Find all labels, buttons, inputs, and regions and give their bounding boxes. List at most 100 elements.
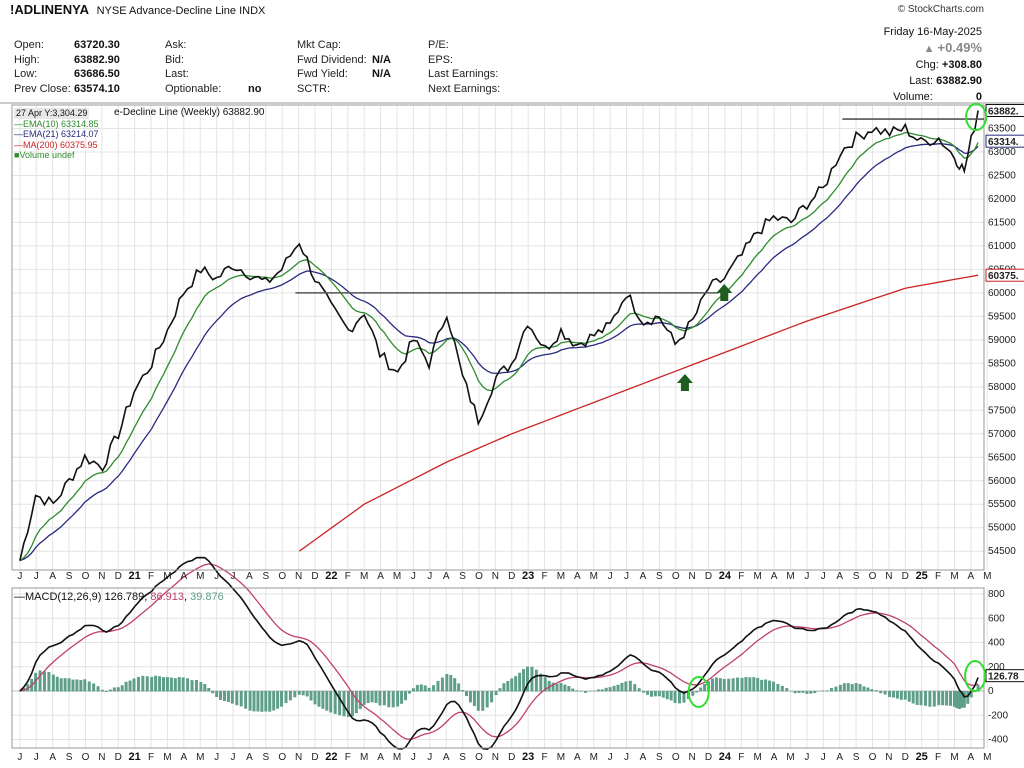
macd-panel-frame bbox=[11, 587, 985, 749]
histogram-bar bbox=[604, 687, 608, 692]
histogram-bar bbox=[59, 678, 63, 692]
histogram-bar bbox=[419, 684, 423, 692]
x-tick-label: O bbox=[869, 752, 877, 763]
macd-y-tick-label: 0 bbox=[988, 686, 994, 697]
up-arrow-icon bbox=[676, 374, 693, 391]
x-tick-label: M bbox=[163, 571, 171, 582]
x-tick-label: N bbox=[689, 752, 696, 763]
histogram-bar bbox=[313, 691, 317, 705]
histogram-bar bbox=[854, 683, 858, 692]
chg-label: Chg: bbox=[915, 59, 939, 71]
x-tick-label: J bbox=[411, 752, 416, 763]
histogram-bar bbox=[494, 691, 498, 696]
symbol-name: NYSE Advance-Decline Line INDX bbox=[96, 5, 266, 17]
x-tick-label: J bbox=[427, 571, 432, 582]
histogram-bar bbox=[305, 691, 309, 697]
x-tick-label: S bbox=[656, 752, 663, 763]
histogram-bar bbox=[465, 691, 469, 697]
histogram-bar bbox=[378, 691, 382, 706]
histogram-bar bbox=[297, 691, 301, 695]
histogram-bar bbox=[555, 683, 559, 692]
histogram-bar bbox=[858, 684, 862, 692]
histogram-bar bbox=[563, 684, 567, 692]
x-tick-label: F bbox=[345, 571, 351, 582]
x-tick-label: J bbox=[804, 752, 809, 763]
histogram-bar bbox=[756, 678, 760, 692]
histogram-bar bbox=[309, 691, 313, 701]
histogram-bar bbox=[673, 691, 677, 704]
histogram-bar bbox=[468, 691, 472, 703]
symbol: !ADLINENYA bbox=[10, 2, 89, 17]
histogram-bar bbox=[329, 691, 333, 713]
histogram-bar bbox=[256, 691, 260, 712]
histogram-bar bbox=[47, 671, 51, 692]
histogram-bar bbox=[637, 688, 641, 692]
y-tick-label: 58000 bbox=[988, 382, 1016, 393]
histogram-bar bbox=[850, 684, 854, 692]
histogram-bar bbox=[173, 678, 177, 692]
x-tick-label: M bbox=[196, 752, 204, 763]
macd-name: MACD(12,26,9) bbox=[25, 591, 102, 603]
histogram-bar bbox=[481, 691, 485, 711]
histogram-bar bbox=[678, 691, 682, 704]
histogram-bar bbox=[112, 687, 116, 692]
histogram-bar bbox=[771, 681, 775, 692]
histogram-bar bbox=[362, 691, 366, 705]
x-tick-label: A bbox=[771, 752, 778, 763]
y-tick-label: 62000 bbox=[988, 194, 1016, 205]
histogram-bar bbox=[169, 677, 173, 692]
histogram-bar bbox=[211, 691, 215, 694]
quote-label: Open: bbox=[14, 39, 44, 51]
histogram-bar bbox=[736, 677, 740, 692]
histogram-bar bbox=[718, 678, 722, 692]
histogram-bar bbox=[748, 677, 752, 692]
quote-label: Next Earnings: bbox=[428, 82, 501, 95]
histogram-bar bbox=[966, 691, 970, 704]
legend-volume: ■Volume undef bbox=[14, 150, 75, 160]
histogram-bar bbox=[891, 691, 895, 698]
histogram-bar bbox=[624, 681, 628, 692]
histogram-bar bbox=[325, 691, 329, 711]
histogram-bar bbox=[797, 691, 801, 693]
x-tick-label: M bbox=[950, 571, 958, 582]
histogram-bar bbox=[404, 691, 408, 701]
histogram-bar bbox=[154, 675, 158, 692]
histogram-bar bbox=[642, 691, 646, 693]
x-tick-label: N bbox=[689, 571, 696, 582]
x-tick-label: S bbox=[459, 571, 466, 582]
x-tick-label: 25 bbox=[916, 570, 928, 582]
y-tick-label: 58500 bbox=[988, 358, 1016, 369]
histogram-bar bbox=[96, 686, 100, 692]
x-tick-label: F bbox=[935, 752, 941, 763]
histogram-bar bbox=[955, 691, 959, 709]
histogram-bar bbox=[714, 677, 718, 692]
histogram-bar bbox=[132, 678, 136, 692]
histogram-bar bbox=[181, 677, 185, 692]
last-price-tag-text: 63882. bbox=[988, 107, 1019, 118]
histogram-bar bbox=[387, 691, 391, 708]
histogram-bar bbox=[498, 688, 502, 692]
histogram-bar bbox=[691, 691, 695, 696]
histogram-bar bbox=[731, 678, 735, 692]
histogram-bar bbox=[145, 676, 149, 692]
x-tick-label: O bbox=[672, 752, 680, 763]
x-tick-label: O bbox=[278, 571, 286, 582]
histogram-bar bbox=[436, 680, 440, 692]
histogram-bar bbox=[391, 691, 395, 708]
histogram-bar bbox=[490, 691, 494, 703]
histogram-bar bbox=[432, 685, 436, 692]
histogram-bar bbox=[588, 691, 592, 692]
histogram-bar bbox=[960, 691, 964, 708]
histogram-bar bbox=[18, 691, 22, 692]
y-tick-label: 59500 bbox=[988, 311, 1016, 322]
ema10-line bbox=[19, 131, 979, 562]
histogram-bar bbox=[518, 672, 522, 692]
x-tick-label: 22 bbox=[325, 751, 337, 763]
histogram-bar bbox=[38, 670, 42, 692]
histogram-bar bbox=[101, 689, 105, 692]
x-tick-label: S bbox=[66, 571, 73, 582]
x-tick-label: J bbox=[34, 752, 39, 763]
histogram-bar bbox=[682, 691, 686, 703]
x-tick-label: A bbox=[640, 571, 647, 582]
histogram-bar bbox=[162, 677, 166, 692]
